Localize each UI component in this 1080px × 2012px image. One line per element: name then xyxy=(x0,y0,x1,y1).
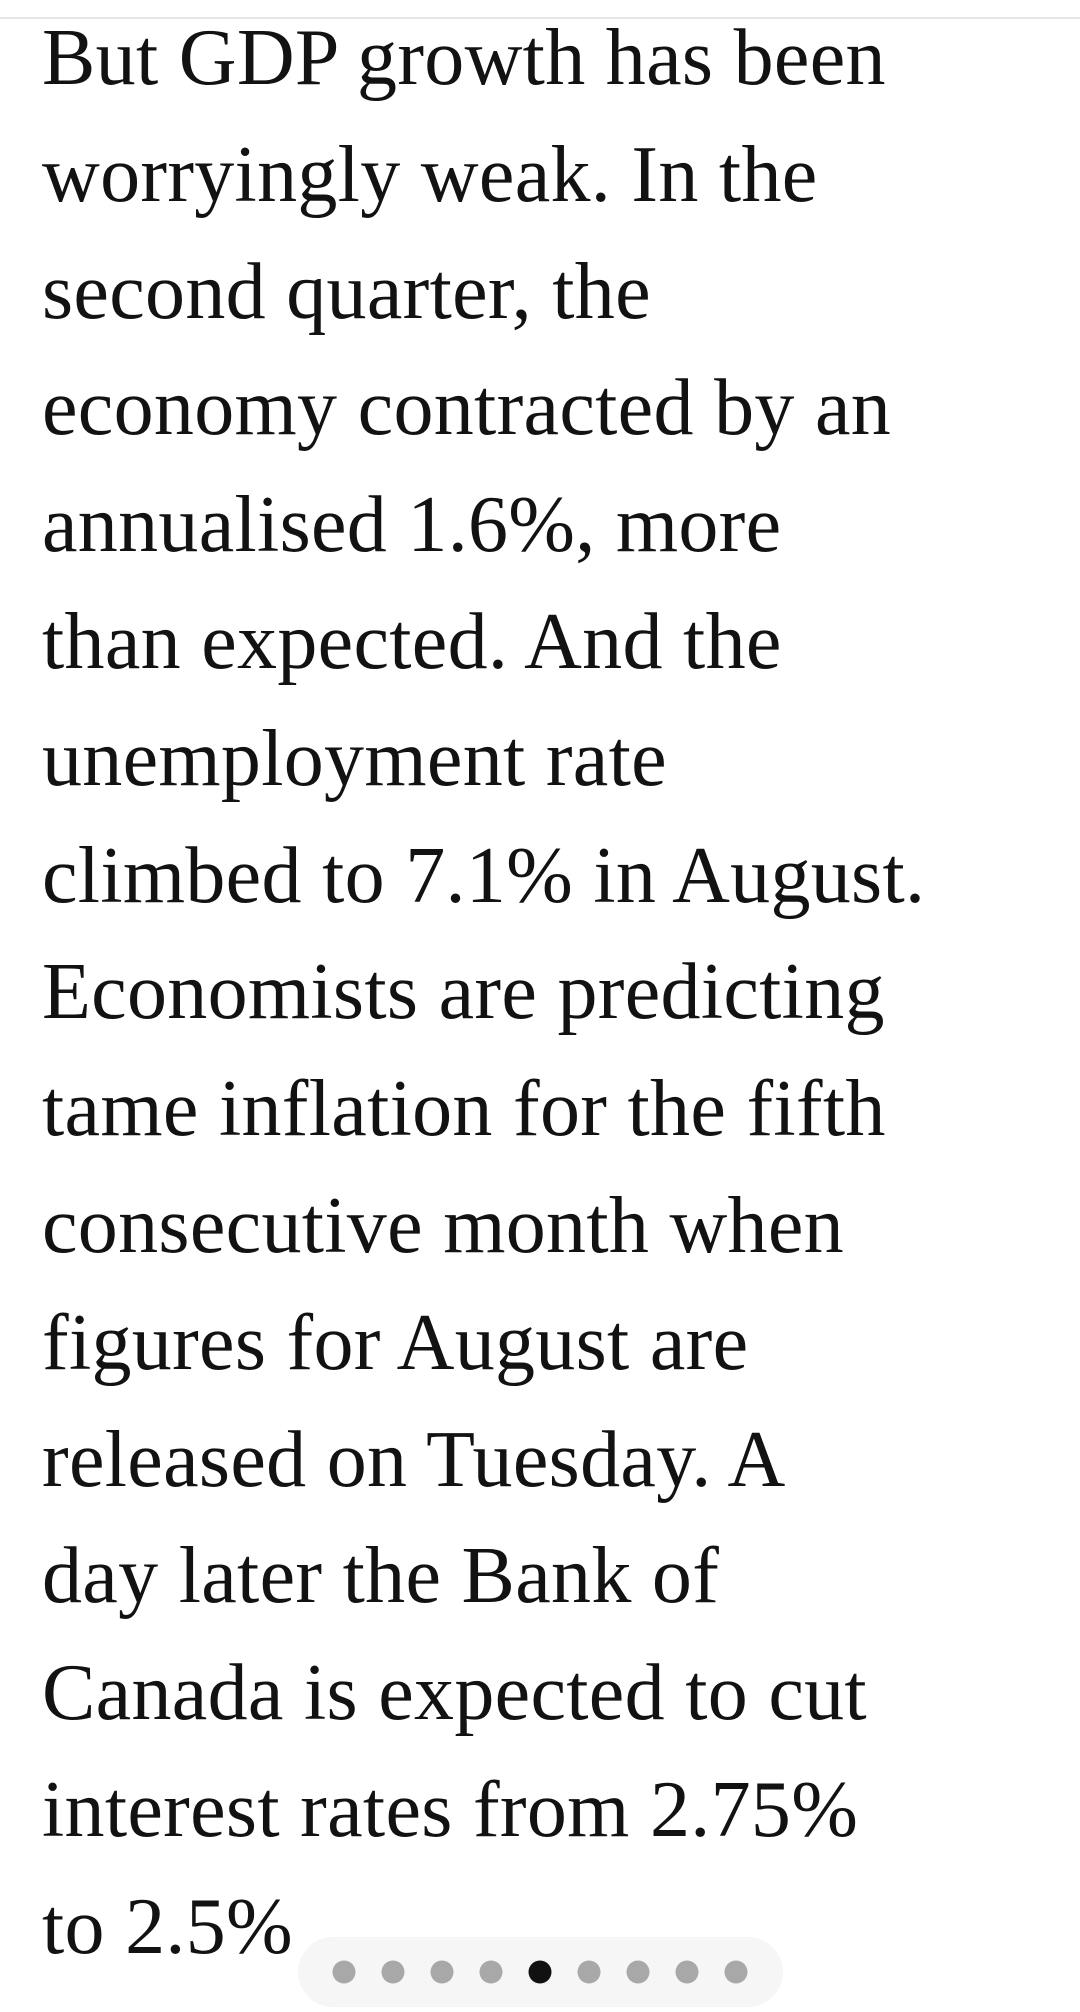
page-dot-active[interactable] xyxy=(528,1960,552,1984)
top-divider xyxy=(0,17,1080,19)
text-line: But GDP growth has been xyxy=(42,14,886,102)
page-dot[interactable] xyxy=(577,1960,601,1984)
page-dot[interactable] xyxy=(479,1960,503,1984)
text-line: consecutive month when xyxy=(42,1181,844,1270)
text-line: economy contracted by an xyxy=(42,364,892,453)
text-line: worryingly weak. In the xyxy=(42,130,818,219)
article-text: But GDP growth has been worryingly weak. … xyxy=(42,0,1072,1986)
page-dot[interactable] xyxy=(675,1960,699,1984)
text-line: unemployment rate xyxy=(42,714,667,803)
text-line: to 2.5% xyxy=(42,1882,293,1971)
text-line: day later the Bank of xyxy=(42,1532,720,1621)
text-line: Economists are predicting xyxy=(42,948,885,1037)
text-line: climbed to 7.1% in August. xyxy=(42,831,926,920)
text-line: than expected. And the xyxy=(42,597,782,686)
text-line: second quarter, the xyxy=(42,247,651,336)
text-line: interest rates from 2.75% xyxy=(42,1765,859,1854)
page-dot[interactable] xyxy=(381,1960,405,1984)
page-dot[interactable] xyxy=(430,1960,454,1984)
page-dot[interactable] xyxy=(332,1960,356,1984)
text-line: annualised 1.6%, more xyxy=(42,481,782,570)
page-dot[interactable] xyxy=(724,1960,748,1984)
text-line: figures for August are xyxy=(42,1298,749,1387)
text-line: released on Tuesday. A xyxy=(42,1415,786,1504)
page-dots xyxy=(332,1960,748,1984)
text-line: Canada is expected to cut xyxy=(42,1649,867,1738)
page-indicator[interactable] xyxy=(298,1937,783,2007)
text-line: tame inflation for the fifth xyxy=(42,1065,886,1154)
page-dot[interactable] xyxy=(626,1960,650,1984)
